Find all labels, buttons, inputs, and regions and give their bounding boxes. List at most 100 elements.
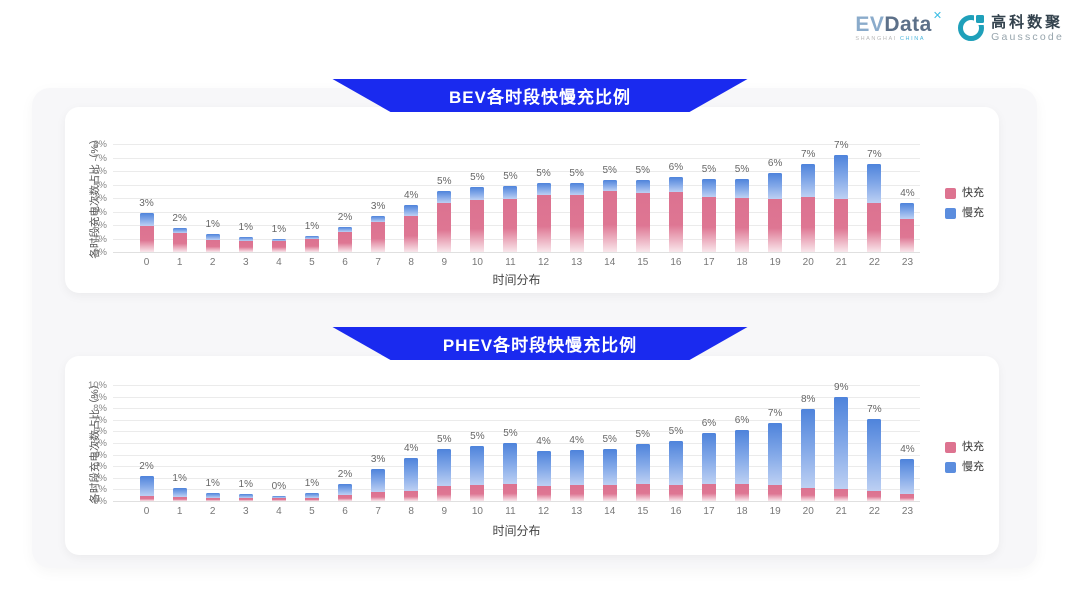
bev-x-axis-title: 时间分布 (492, 273, 541, 287)
bar-segment-fast (635, 192, 650, 252)
bar-segment-fast (701, 484, 716, 501)
bar-segment-slow (338, 227, 353, 232)
phev-title-banner: PHEV各时段快慢充比例 (333, 327, 748, 360)
bar-value-label: 7% (867, 403, 882, 415)
x-tick-label: 1 (176, 506, 183, 517)
bar-value-label: 1% (304, 221, 320, 233)
y-tick-label: 6% (93, 166, 107, 177)
slow-charge-swatch-icon (945, 462, 956, 473)
bar (437, 448, 452, 501)
bar-segment-slow (338, 483, 353, 495)
x-tick-label: 14 (604, 257, 616, 268)
evdata-subtext-china: CHINA (899, 36, 926, 42)
x-tick-label: 23 (901, 506, 914, 517)
bar-segment-fast (503, 484, 518, 501)
bar-segment-slow (371, 468, 386, 492)
slow-charge-swatch-icon (945, 208, 956, 219)
x-tick-label: 18 (736, 506, 748, 517)
bar-segment-slow (768, 173, 783, 199)
fast-charge-legend-label: 快充 (962, 441, 984, 453)
bar-segment-fast (668, 484, 683, 501)
bar-value-label: 4% (900, 444, 915, 456)
x-tick-label: 21 (835, 257, 847, 268)
bar-value-label: 5% (602, 433, 617, 445)
x-tick-label: 3 (243, 506, 249, 517)
bar-value-label: 4% (403, 189, 419, 201)
bar-segment-fast (304, 239, 319, 252)
x-tick-label: 16 (670, 506, 682, 517)
bar (271, 495, 286, 501)
bar (139, 212, 154, 252)
bar (867, 418, 882, 501)
y-tick-label: 4% (93, 193, 107, 204)
bar-value-label: 7% (834, 139, 849, 151)
bar (569, 183, 584, 252)
bar (205, 234, 220, 252)
bar-segment-slow (304, 493, 319, 498)
gausscode-text: 高科数聚 Gausscode (991, 15, 1064, 43)
x-tick-label: 4 (276, 506, 282, 517)
gausscode-g-icon (958, 13, 987, 42)
x-tick-label: 13 (571, 257, 583, 268)
bar-value-label: 5% (635, 429, 650, 441)
bar (139, 476, 154, 501)
bar (701, 179, 716, 252)
bar-value-label: 5% (503, 170, 518, 182)
bar-value-label: 4% (900, 188, 915, 200)
bar-segment-slow (602, 448, 617, 486)
bar (735, 179, 750, 252)
y-tick-label: 8% (93, 403, 107, 415)
bar-segment-fast (701, 197, 716, 252)
bar-segment-slow (867, 418, 882, 491)
bar-segment-slow (205, 234, 220, 240)
x-tick-label: 17 (703, 257, 715, 268)
evdata-data-text: Data (884, 13, 932, 36)
x-tick-label: 5 (309, 506, 315, 517)
bar-segment-slow (470, 186, 485, 201)
x-tick-label: 20 (802, 257, 814, 268)
bar (635, 444, 650, 501)
x-tick-label: 22 (868, 506, 880, 517)
bar-segment-fast (205, 497, 220, 501)
bar-value-label: 5% (668, 425, 684, 437)
bar-value-label: 4% (569, 434, 584, 446)
x-tick-label: 10 (471, 506, 483, 517)
bar-segment-slow (536, 451, 551, 486)
bar (668, 177, 683, 252)
bar (371, 215, 386, 252)
bar-segment-fast (404, 490, 419, 501)
y-tick-label: 10% (87, 380, 107, 391)
bar-segment-slow (602, 179, 617, 192)
x-tick-label: 8 (408, 506, 414, 517)
bar-segment-slow (801, 164, 816, 197)
bar-segment-fast (271, 240, 286, 252)
bar-value-label: 5% (602, 164, 617, 176)
x-tick-label: 6 (342, 506, 348, 517)
bar-value-label: 3% (370, 453, 386, 465)
bar (569, 449, 584, 501)
bar-value-label: 5% (503, 428, 518, 439)
bar-segment-fast (371, 222, 386, 252)
y-tick-label: 2% (93, 220, 107, 231)
bar-segment-slow (569, 183, 584, 196)
x-tick-label: 3 (243, 257, 249, 268)
bar (304, 493, 319, 501)
bar-segment-slow (238, 494, 253, 498)
bar (635, 179, 650, 252)
bar-segment-fast (602, 485, 617, 501)
bar-segment-slow (768, 423, 783, 485)
y-tick-label: 1% (93, 233, 107, 245)
bar-value-label: 1% (304, 478, 320, 490)
x-tick-label: 19 (769, 506, 781, 517)
bar-value-label: 5% (536, 168, 551, 180)
bar-segment-slow (867, 164, 882, 204)
bar-segment-slow (735, 179, 750, 198)
bar (536, 451, 551, 501)
gausscode-cn-name: 高科数聚 (991, 13, 1064, 31)
bar (503, 185, 518, 252)
bar-segment-fast (437, 485, 452, 501)
bar-value-label: 5% (569, 168, 584, 180)
y-tick-label: 7% (93, 152, 107, 164)
bar (503, 443, 518, 501)
